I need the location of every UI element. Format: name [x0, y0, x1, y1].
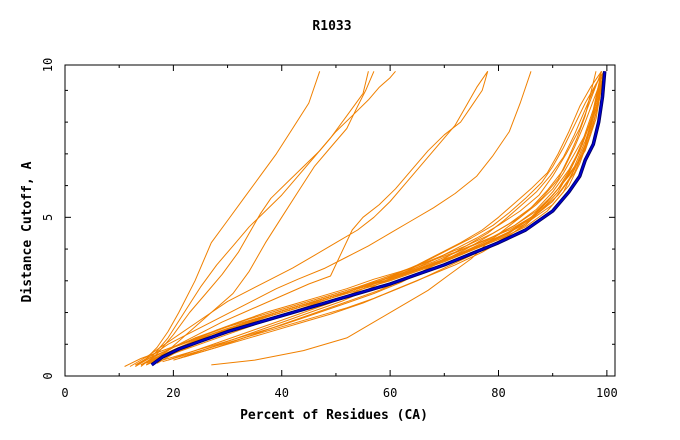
series-line-22 [140, 70, 396, 367]
x-tick-label: 20 [166, 386, 180, 400]
series-line-7 [156, 74, 602, 364]
series-line-19 [140, 71, 489, 366]
y-tick-label: 10 [41, 58, 55, 72]
x-tick-label: 60 [383, 386, 397, 400]
series-line-8 [140, 71, 606, 366]
plot-frame [64, 64, 616, 377]
x-axis-ticks: 0 20 40 60 80 100 [61, 65, 618, 400]
series-line-20 [135, 71, 321, 367]
series-line-11 [173, 80, 602, 361]
series-line-18 [135, 71, 532, 366]
x-tick-label: 40 [275, 386, 289, 400]
series-line-15 [167, 71, 602, 361]
y-tick-label: 0 [41, 372, 55, 379]
x-tick-label: 0 [61, 386, 68, 400]
series-line-4 [135, 71, 597, 366]
series-line-12 [162, 71, 602, 363]
series-layer [124, 70, 607, 367]
series-line-17 [146, 71, 602, 366]
y-axis-ticks: 0 5 10 [41, 58, 615, 380]
series-line-14 [184, 71, 605, 358]
x-axis-label: Percent of Residues (CA) [240, 408, 428, 423]
chart-title: R1033 [312, 19, 351, 34]
series-line-2 [140, 74, 602, 366]
series-line-23 [146, 71, 375, 366]
x-tick-label: 100 [596, 386, 618, 400]
series-line-10 [211, 71, 607, 366]
y-tick-label: 5 [41, 214, 55, 221]
y-axis-label: Distance Cutoff, A [20, 161, 35, 302]
series-line-highlight [151, 71, 606, 366]
x-tick-label: 80 [491, 386, 505, 400]
series-line-24 [129, 71, 489, 367]
series-line-16 [178, 71, 605, 359]
